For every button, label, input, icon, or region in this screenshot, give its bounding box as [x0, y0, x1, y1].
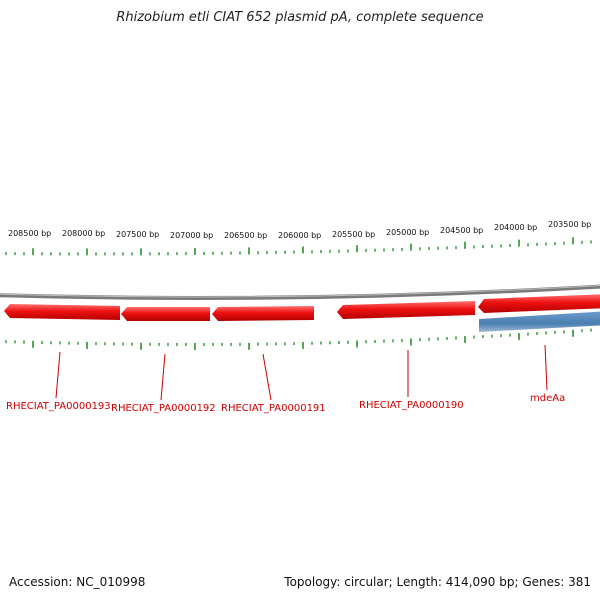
- gene-label-mdeaa[interactable]: mdeAa: [530, 393, 565, 404]
- scale-label-204000: 204000 bp: [494, 223, 537, 232]
- scale-label-208500: 208500 bp: [8, 229, 51, 238]
- gene-label-rheciat-pa0000191[interactable]: RHECIAT_PA0000191: [221, 403, 326, 414]
- plasmid-backbone: [0, 284, 600, 300]
- gene-labels: RHECIAT_PA0000193 RHECIAT_PA0000192 RHEC…: [6, 393, 565, 414]
- gene-label-rheciat-pa0000190[interactable]: RHECIAT_PA0000190: [359, 400, 464, 411]
- gene-arrow-rheciat-pa0000190[interactable]: [337, 301, 475, 319]
- map-title: Rhizobium etli CIAT 652 plasmid pA, comp…: [116, 10, 484, 25]
- scale-label-205500: 205500 bp: [332, 230, 375, 239]
- scale-label-208000: 208000 bp: [62, 229, 105, 238]
- scale-label-206000: 206000 bp: [278, 231, 321, 240]
- gene-arrow-mdeaa[interactable]: [478, 294, 600, 313]
- gene-track: [4, 294, 600, 332]
- gene-label-rheciat-pa0000192[interactable]: RHECIAT_PA0000192: [111, 403, 216, 414]
- lower-scale-ticks: [5, 328, 592, 350]
- scale-label-207000: 207000 bp: [170, 231, 213, 240]
- plasmid-backbone-highlight: [0, 285, 600, 298]
- leader-rheciat-pa0000191: [262, 353, 272, 401]
- scale-label-206500: 206500 bp: [224, 231, 267, 240]
- scale-label-203500: 203500 bp: [548, 220, 591, 229]
- gene-arrow-rheciat-pa0000191[interactable]: [212, 306, 314, 321]
- gene-label-rheciat-pa0000193[interactable]: RHECIAT_PA0000193: [6, 401, 111, 412]
- leader-mdeaa: [544, 344, 548, 391]
- topology-footer: Topology: circular; Length: 414,090 bp; …: [284, 575, 591, 589]
- leader-rheciat-pa0000192: [160, 353, 166, 401]
- upper-scale-ticks: [5, 237, 592, 256]
- leader-rheciat-pa0000193: [55, 351, 61, 399]
- gene-label-leaders: [55, 344, 548, 401]
- gene-arrow-rheciat-pa0000193[interactable]: [4, 304, 120, 320]
- scale-label-204500: 204500 bp: [440, 226, 483, 235]
- scale-labels: 208500 bp 208000 bp 207500 bp 207000 bp …: [8, 220, 591, 240]
- scale-label-207500: 207500 bp: [116, 230, 159, 239]
- scale-label-205000: 205000 bp: [386, 228, 429, 237]
- gene-arrow-rheciat-pa0000192[interactable]: [121, 307, 210, 321]
- accession-footer: Accession: NC_010998: [9, 575, 146, 589]
- reverse-strand-feature[interactable]: [479, 311, 600, 332]
